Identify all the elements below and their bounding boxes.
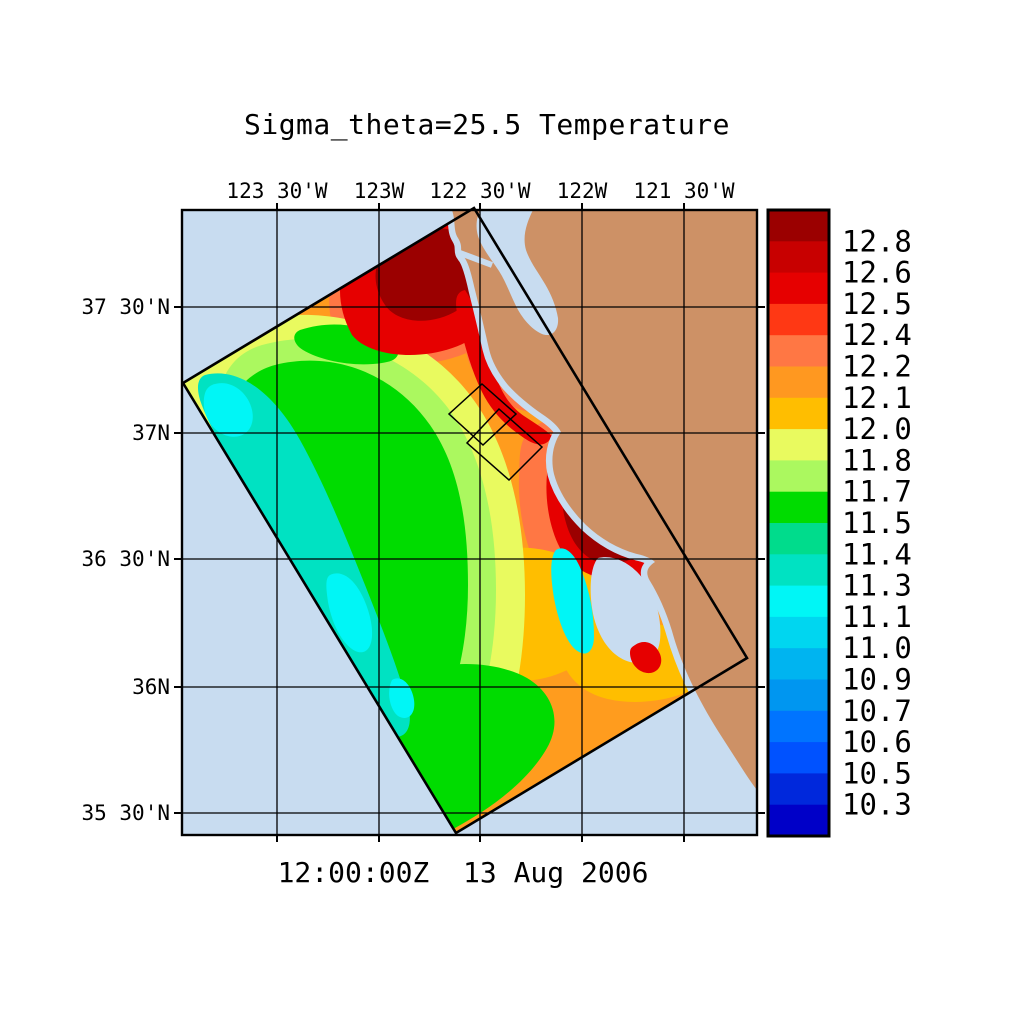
domain-outline-box [181, 206, 749, 835]
colorbar-segment [768, 303, 829, 336]
lon-tick-labels: 123 30'W 123W 122 30'W 122W 121 30'W [226, 179, 735, 203]
nested-domain-box-1 [447, 382, 518, 447]
coast-water-gap [590, 557, 661, 664]
colorbar-label: 12.8 [842, 224, 912, 258]
sst-blob-red-ptsur [630, 641, 662, 674]
temperature-swath [183, 210, 747, 833]
nested-domain-boxes [447, 382, 544, 482]
map-frame [180, 208, 759, 837]
colorbar-label: 11.4 [842, 537, 912, 571]
lat-tick-labels: 37 30'N 37N 36 30'N 36N 35 30'N [81, 295, 170, 825]
colorbar-segment [768, 523, 829, 555]
lat-tick-label: 36N [132, 675, 170, 699]
colorbar-label: 10.3 [842, 788, 912, 822]
lon-tick-label: 123 30'W [226, 179, 328, 203]
lat-tick-label: 35 30'N [81, 801, 170, 825]
lon-tick-label: 121 30'W [633, 179, 735, 203]
colorbar-label: 12.6 [842, 256, 912, 290]
land-mass [452, 210, 757, 790]
colorbar-segment [768, 335, 829, 368]
colorbar-segment [768, 460, 829, 493]
colorbar-segment [768, 491, 829, 524]
sf-bay [476, 210, 559, 336]
lon-tick-label: 122W [557, 179, 608, 203]
lon-tick-label: 122 30'W [429, 179, 531, 203]
colorbar-segment [768, 773, 829, 806]
colorbar-labels: 12.812.612.512.412.212.112.011.811.711.5… [842, 224, 912, 821]
colorbar-label: 12.1 [842, 381, 912, 415]
lon-tick-label: 123W [354, 179, 405, 203]
colorbar-label: 10.9 [842, 663, 912, 697]
colorbar-label: 12.0 [842, 412, 912, 446]
colorbar-segment [768, 648, 829, 681]
sst-blob-cyan-2 [326, 573, 373, 653]
colorbar-segment [768, 679, 829, 712]
sst-blob-cyan-1 [203, 383, 253, 437]
colorbar-segment [768, 804, 829, 837]
colorbar-label: 10.7 [842, 694, 912, 728]
colorbar-label: 11.8 [842, 443, 912, 477]
sst-blob-cyan-upwelling [551, 548, 594, 654]
sst-blob-cyan-3 [389, 678, 415, 719]
colorbar-segment [768, 397, 829, 430]
lat-tick-label: 36 30'N [81, 547, 170, 571]
lat-tick-label: 37N [132, 421, 170, 445]
colorbar-label: 11.0 [842, 631, 912, 665]
colorbar-segment [768, 272, 829, 305]
colorbar-segment [768, 429, 829, 461]
colorbar-segment [768, 585, 829, 618]
colorbar-label: 12.4 [842, 318, 912, 352]
nested-domain-box-2 [465, 407, 544, 482]
colorbar-label: 11.3 [842, 569, 912, 603]
colorbar-segment [768, 616, 829, 649]
grid-lines [174, 203, 765, 842]
timestamp-label: 12:00:00Z 13 Aug 2006 [278, 856, 649, 889]
map-content [183, 210, 757, 833]
colorbar-label: 12.5 [842, 287, 912, 321]
lat-tick-label: 37 30'N [81, 295, 170, 319]
golden-gate-channel [458, 250, 494, 268]
colorbar-segment [768, 742, 829, 774]
colorbar-segment [768, 210, 829, 242]
colorbar-label: 11.7 [842, 475, 912, 509]
colorbar-segment [768, 710, 829, 743]
colorbar-label: 11.1 [842, 600, 912, 634]
colorbar-label: 12.2 [842, 350, 912, 384]
colorbar-frame [766, 208, 831, 838]
colorbar-segment [768, 241, 829, 274]
colorbar [768, 210, 829, 837]
colorbar-label: 10.6 [842, 725, 912, 759]
colorbar-segment [768, 554, 829, 587]
colorbar-label: 11.5 [842, 506, 912, 540]
colorbar-label: 10.5 [842, 756, 912, 790]
page-title: Sigma_theta=25.5 Temperature [244, 108, 730, 142]
colorbar-segment [768, 366, 829, 399]
